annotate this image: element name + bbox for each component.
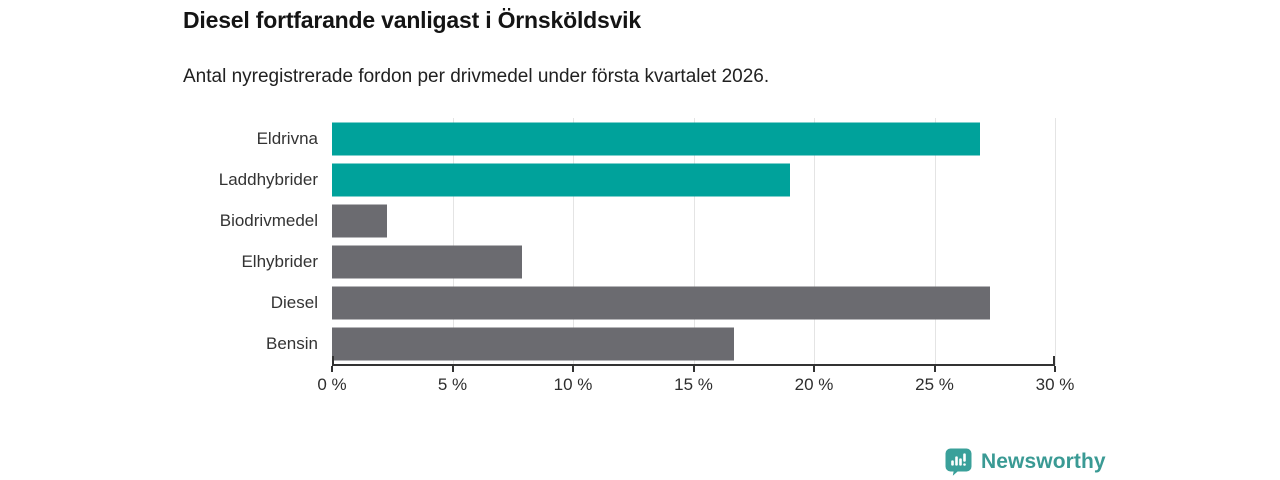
gridlines — [332, 118, 1056, 365]
x-tick-label: 0 % — [317, 375, 347, 394]
bar-row: Biodrivmedel — [220, 200, 1055, 241]
x-tick-mark — [572, 366, 574, 372]
x-axis-endcap — [1053, 356, 1055, 364]
x-axis-line — [332, 364, 1055, 366]
x-tick-mark — [933, 366, 936, 372]
x-tick-mark — [692, 366, 695, 372]
bar — [332, 245, 523, 279]
chart-subtitle: Antal nyregistrerade fordon per drivmede… — [183, 66, 770, 87]
bar — [332, 286, 990, 320]
gridline — [573, 118, 574, 365]
plot-area: Eldrivna Laddhybrider Biodrivmedel Elhybrid… — [219, 118, 1056, 365]
category-label: Laddhybrider — [218, 169, 318, 189]
newsworthy-logo-icon — [945, 448, 972, 476]
x-tick-label: 10 % — [553, 375, 593, 394]
category-label: Elhybrider — [241, 252, 318, 272]
x-tick-mark — [813, 366, 815, 372]
bar — [332, 163, 790, 197]
x-axis-endcap — [332, 356, 334, 364]
newsworthy-logo-text: Newsworthy — [981, 449, 1106, 473]
x-tick-label: 15 % — [674, 375, 713, 394]
category-label: Diesel — [270, 293, 318, 313]
x-tick-label: 20 % — [794, 375, 834, 394]
x-tick-label: 25 % — [915, 375, 954, 394]
gridline — [452, 118, 454, 365]
bar-row: Diesel — [271, 283, 1055, 324]
gridline — [934, 118, 936, 365]
gridline — [1055, 118, 1056, 365]
category-label: Bensin — [266, 334, 318, 354]
category-label: Biodrivmedel — [219, 210, 318, 230]
newsworthy-logo: Newsworthy — [944, 447, 1106, 476]
bar — [332, 327, 735, 361]
bar-rows: Eldrivna Laddhybrider Biodrivmedel Elhybrid… — [219, 118, 1055, 365]
x-tick-label: 30 % — [1035, 375, 1075, 394]
bar-row: Bensin — [266, 324, 1055, 365]
x-tick-mark — [1054, 366, 1056, 372]
x-tick-label: 5 % — [437, 375, 468, 394]
x-axis: 0 % 5 % 10 % 15 % 20 % 25 % 30 % — [317, 356, 1074, 404]
bar — [332, 122, 981, 156]
bar-row: Elhybrider — [241, 242, 1055, 283]
x-tick-mark — [331, 366, 333, 372]
gridline — [693, 118, 695, 365]
x-tick-mark — [451, 366, 454, 372]
bar — [332, 204, 388, 238]
chart-title: Diesel fortfarande vanligast i Örnskölds… — [183, 7, 641, 33]
gridline — [814, 118, 815, 365]
bar-row: Eldrivna — [257, 118, 1055, 159]
bar-row: Laddhybrider — [219, 159, 1055, 200]
category-label: Eldrivna — [256, 128, 318, 148]
